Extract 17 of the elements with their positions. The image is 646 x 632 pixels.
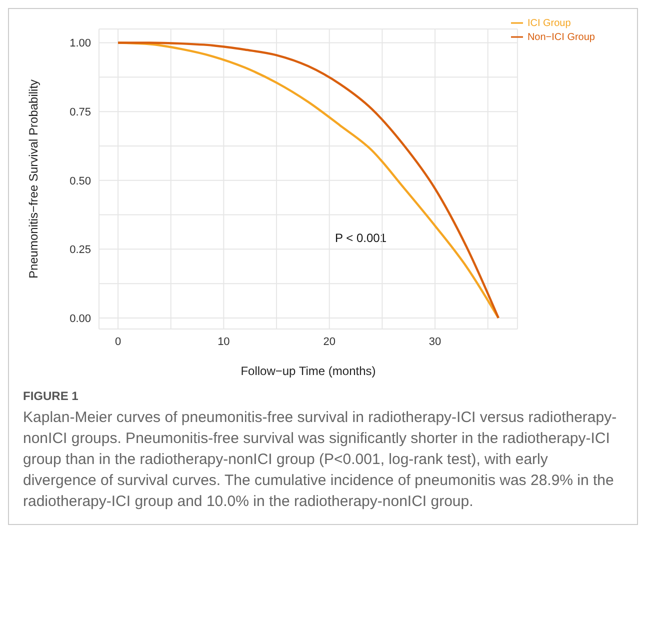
x-tick-label: 0 bbox=[114, 336, 122, 348]
y-tick-label: 0.75 bbox=[70, 106, 91, 118]
caption: FIGURE 1 bbox=[23, 389, 80, 403]
legend-label: ICI Group bbox=[527, 18, 571, 29]
text: Kaplan-Meier curves of pneumonitis-free survival in radiotherapy-ICI versus radiotherapy-nonICI groups. Pneumonitis-free survival was significantly shorter in the radiotherapy-ICI group than in the radiotherapy-nonICI group (P<0.001, log-rank test), with early divergence of survival curves. The cumulative incidence of pneumonitis was 28.9% in the radiotherapy-ICI group and 10.0% in the radiotherapy-nonICI group. bbox=[23, 408, 618, 512]
x-tick-label: 20 bbox=[323, 336, 336, 348]
legend-label: Non−ICI Group bbox=[527, 32, 595, 43]
y-tick-label: 0.25 bbox=[70, 244, 91, 256]
y-axis-title: Pneumonitis−free Survival Probability bbox=[26, 79, 40, 279]
x-tick-label: 10 bbox=[218, 336, 230, 348]
annotation: P < 0.001 bbox=[335, 231, 386, 245]
y-tick-label: 1.00 bbox=[70, 38, 91, 50]
x-tick-label: 30 bbox=[428, 336, 442, 348]
line-series bbox=[116, 42, 500, 320]
x-axis-title: Follow−up Time (months) bbox=[240, 364, 376, 378]
y-tick-label: 0.00 bbox=[70, 312, 91, 325]
y-tick-label: 0.50 bbox=[70, 175, 91, 188]
